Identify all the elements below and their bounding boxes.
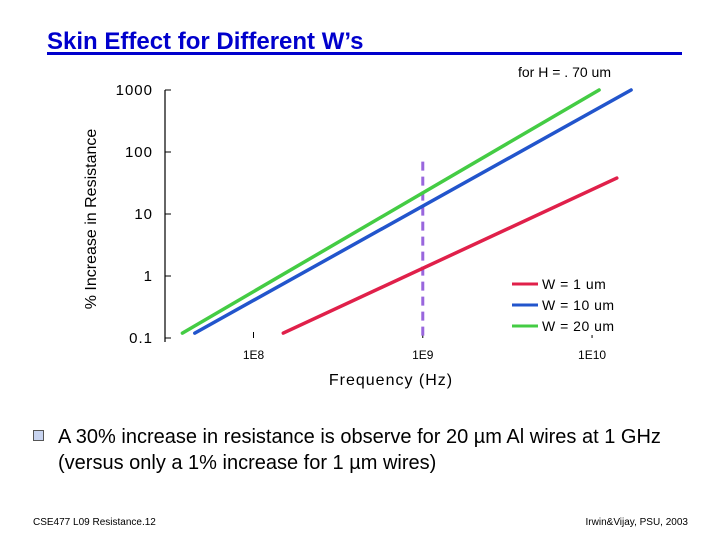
- bullet-text: A 30% increase in resistance is observe …: [58, 426, 661, 474]
- legend-label-1: W = 1 um: [542, 276, 606, 292]
- footer-course-label: CSE477 L09 Resistance.12: [33, 517, 156, 528]
- title-divider: [47, 52, 682, 55]
- slide-title: Skin Effect for Different W’s: [47, 28, 364, 55]
- x-tick-label: 1E10: [578, 348, 606, 362]
- y-tick-label: 1000: [116, 82, 153, 99]
- footer-credit: Irwin&Vijay, PSU, 2003: [585, 517, 688, 528]
- series-line-2: [193, 88, 633, 335]
- bullet-icon: [33, 430, 44, 441]
- chart-subtitle: for H = . 70 um: [518, 64, 611, 80]
- x-tick-label: 1E8: [243, 348, 265, 362]
- y-tick-label: 100: [125, 144, 153, 161]
- x-axis-title: Frequency (Hz): [329, 372, 453, 389]
- y-tick-label: 10: [134, 206, 153, 223]
- y-tick-label: 1: [144, 268, 153, 285]
- legend-label-3: W = 20 um: [542, 318, 615, 334]
- x-tick-label: 1E9: [412, 348, 434, 362]
- series-line-1: [281, 176, 619, 335]
- y-axis-title: % Increase in Resistance: [83, 129, 100, 310]
- legend-label-2: W = 10 um: [542, 297, 615, 313]
- series-line-3: [180, 88, 601, 335]
- skin-effect-chart: 0.1 1 10 100 1000 1E8 1E9 1E10 Frequency (Hz) % I…: [83, 82, 633, 389]
- y-tick-label: 0.1: [129, 330, 153, 347]
